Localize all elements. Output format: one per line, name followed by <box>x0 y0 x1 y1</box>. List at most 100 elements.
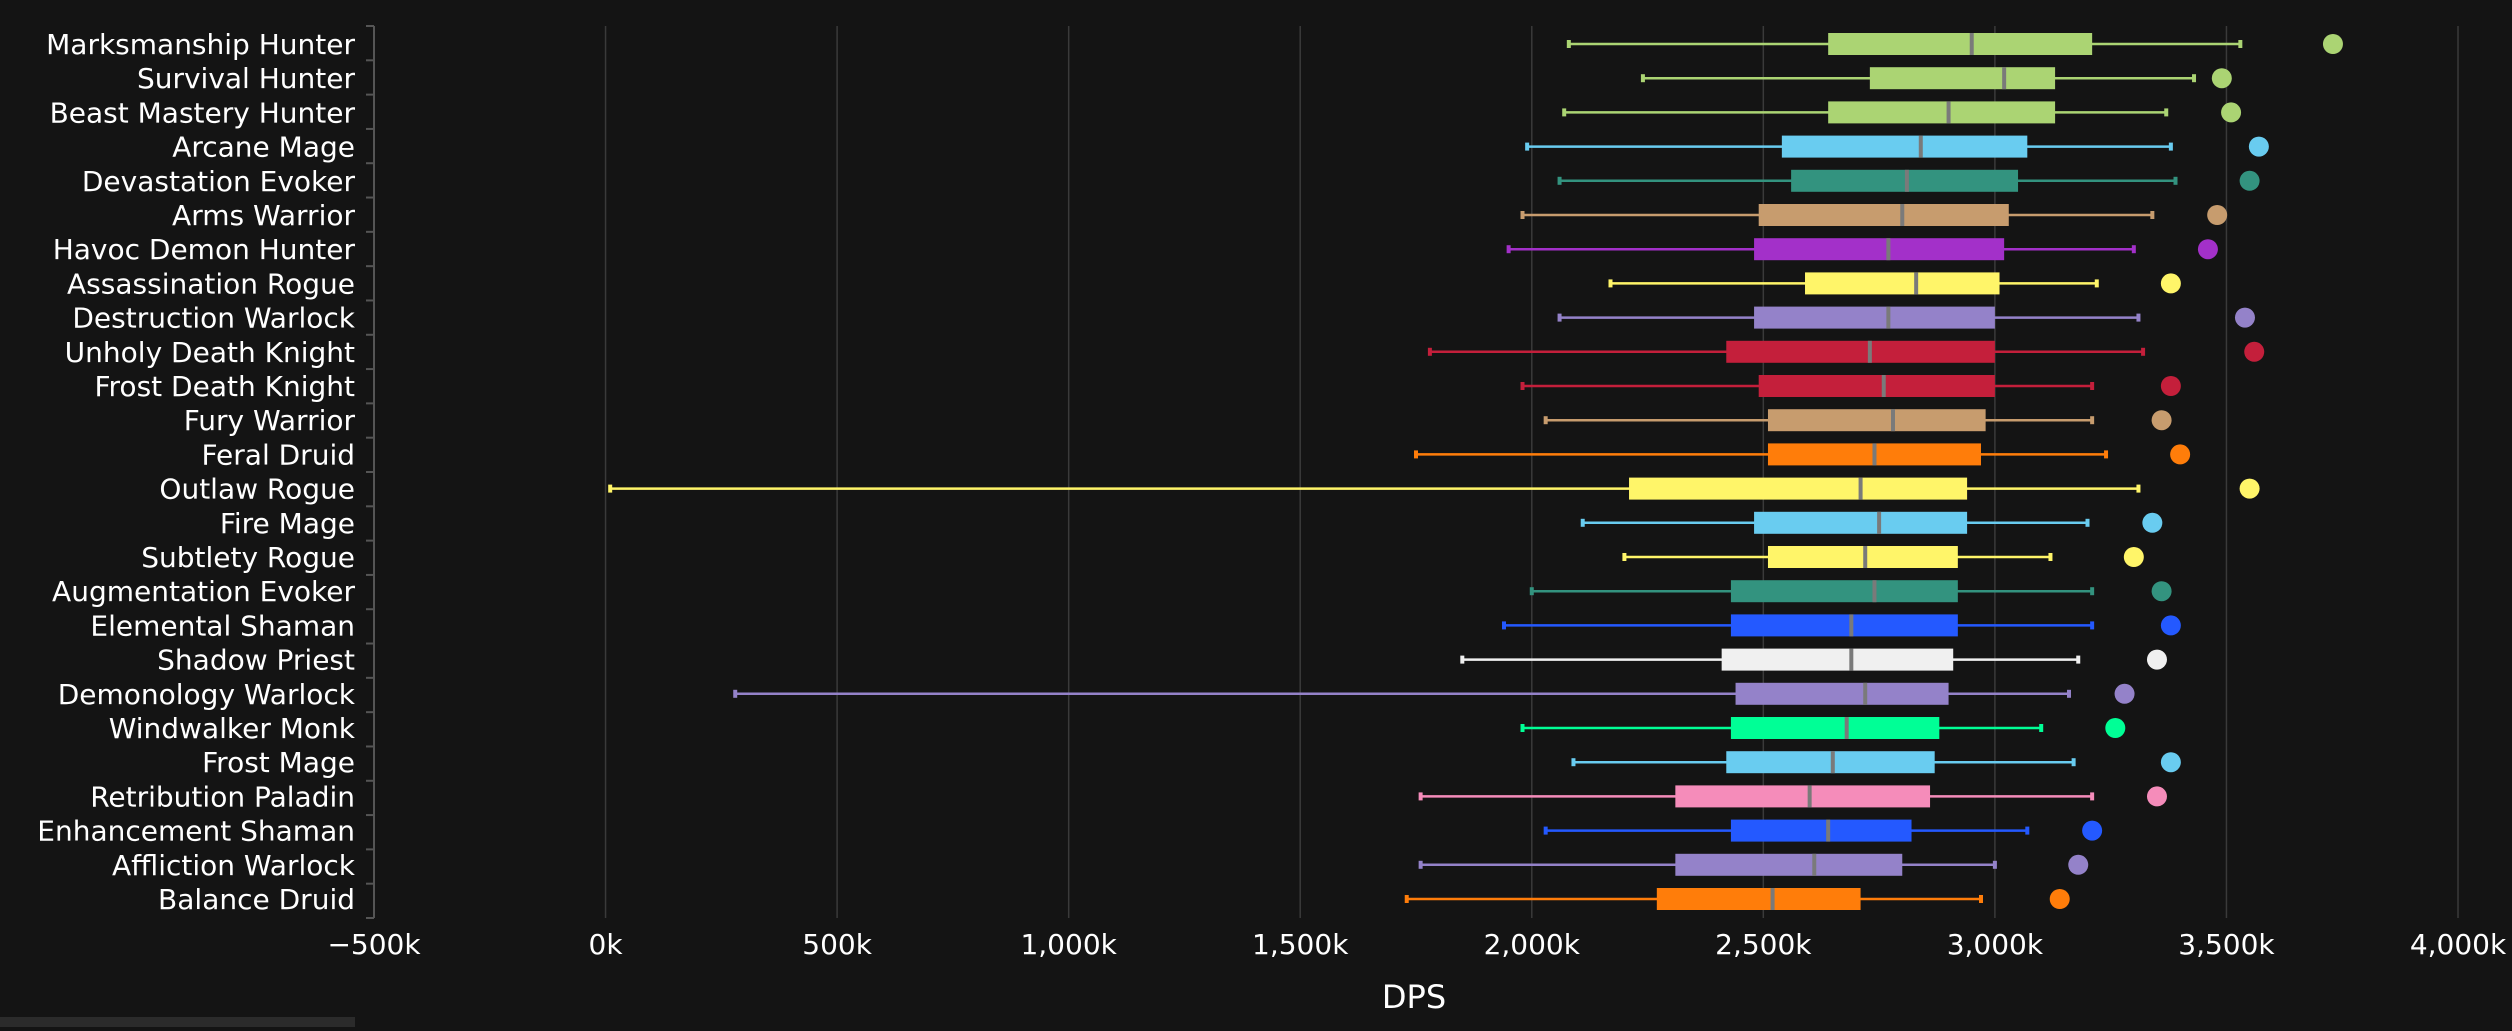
category-label: Retribution Paladin <box>90 780 355 813</box>
category-label: Unholy Death Knight <box>65 336 355 369</box>
box-row <box>1418 785 2167 808</box>
iqr-box <box>1675 853 1903 876</box>
box-row <box>1529 580 2172 603</box>
top-parse-dot <box>2151 410 2172 431</box>
top-parse-dot <box>2244 341 2265 362</box>
iqr-box <box>1726 751 1935 774</box>
category-label: Feral Druid <box>201 438 355 471</box>
category-label: Beast Mastery Hunter <box>50 96 356 129</box>
category-label: Frost Mage <box>202 746 355 779</box>
category-label: Outlaw Rogue <box>159 473 355 506</box>
category-label: Balance Druid <box>158 883 355 916</box>
top-parse-dot <box>2068 854 2089 875</box>
iqr-box <box>1758 204 2009 226</box>
x-tick-label: 1,000k <box>1020 928 1117 961</box>
box-row <box>1506 238 2218 261</box>
iqr-box <box>1730 819 1912 842</box>
iqr-box <box>1730 614 1958 637</box>
box-row <box>1460 648 2167 671</box>
box-row <box>1418 853 2089 876</box>
box-row <box>1414 443 2191 466</box>
iqr-box <box>1767 546 1958 568</box>
top-parse-dot <box>2239 170 2260 191</box>
category-label: Assassination Rogue <box>67 267 355 300</box>
iqr-box <box>1675 785 1931 808</box>
category-label: Destruction Warlock <box>72 302 355 335</box>
top-parse-dot <box>2049 889 2070 909</box>
top-parse-dot <box>2239 478 2260 499</box>
box-row <box>1543 409 2172 432</box>
box-row <box>1543 819 2103 842</box>
box-row <box>1557 169 2260 192</box>
top-parse-dot <box>2142 512 2163 533</box>
top-parse-dot <box>2160 273 2181 294</box>
top-parse-dot <box>2322 34 2343 54</box>
iqr-box <box>1730 580 1958 603</box>
top-parse-dot <box>2170 444 2191 465</box>
category-label: Enhancement Shaman <box>37 815 355 848</box>
category-label: Marksmanship Hunter <box>46 28 355 61</box>
iqr-box <box>1767 409 1986 432</box>
top-parse-dot <box>2207 205 2228 225</box>
box-row <box>1562 101 2242 124</box>
top-parse-dot <box>2105 718 2126 738</box>
box-row <box>1557 306 2255 329</box>
x-tick-label: 3,500k <box>2178 928 2275 961</box>
top-parse-dot <box>2197 239 2218 260</box>
category-label: Shadow Priest <box>157 644 355 677</box>
iqr-box <box>1869 67 2056 90</box>
top-parse-dot <box>2234 307 2255 328</box>
x-axis-title: DPS <box>1382 978 1446 1016</box>
iqr-box <box>1754 511 1968 534</box>
x-tick-label: 500k <box>802 928 872 961</box>
category-label: Fire Mage <box>220 507 355 540</box>
top-parse-dot <box>2151 581 2172 602</box>
category-label: Frost Death Knight <box>94 370 355 403</box>
category-label: Survival Hunter <box>137 62 356 95</box>
iqr-box <box>1828 101 2056 124</box>
iqr-box <box>1721 648 1954 671</box>
x-tick-label: 2,000k <box>1484 928 1581 961</box>
iqr-box <box>1656 888 1861 910</box>
top-parse-dot <box>2211 68 2232 89</box>
iqr-box <box>1781 135 2028 158</box>
box-row <box>1608 272 2181 295</box>
bottom-scroll-strip <box>0 1017 355 1027</box>
box-row <box>1571 751 2181 774</box>
box-row <box>1525 135 2269 158</box>
iqr-box <box>1726 340 1995 363</box>
category-label: Arms Warrior <box>172 199 355 232</box>
grid-layer <box>366 25 2459 919</box>
category-label: Windwalker Monk <box>109 712 356 745</box>
iqr-box <box>1629 477 1968 500</box>
x-tick-label: 3,000k <box>1947 928 2044 961</box>
top-parse-dot <box>2160 615 2181 636</box>
box-row <box>1520 204 2228 226</box>
top-parse-dot <box>2082 820 2103 841</box>
category-label: Subtlety Rogue <box>141 541 355 574</box>
category-label: Arcane Mage <box>172 131 355 164</box>
category-label: Havoc Demon Hunter <box>53 233 356 266</box>
category-label: Affliction Warlock <box>112 849 356 882</box>
top-parse-dot <box>2160 752 2181 773</box>
iqr-box <box>1828 33 2093 55</box>
box-row <box>1580 511 2163 534</box>
category-label: Devastation Evoker <box>82 165 356 198</box>
category-label: Fury Warrior <box>184 404 356 437</box>
label-layer: −500k 0k 500k 1,000k 1,500k 2,000k 2,500k 3,000… <box>37 28 2507 961</box>
box-row <box>1622 546 2144 568</box>
top-parse-dot <box>2221 102 2242 123</box>
x-tick-label: 4,000k <box>2410 928 2507 961</box>
iqr-box <box>1791 169 2019 192</box>
box-row <box>733 682 2135 705</box>
box-row <box>608 477 2260 500</box>
box-layer <box>608 33 2343 910</box>
box-row <box>1520 717 2126 739</box>
category-label: Augmentation Evoker <box>52 575 355 608</box>
top-parse-dot <box>2114 683 2135 704</box>
top-parse-dot <box>2248 136 2269 157</box>
x-tick-label: −500k <box>327 928 421 961</box>
box-row <box>1427 340 2265 363</box>
